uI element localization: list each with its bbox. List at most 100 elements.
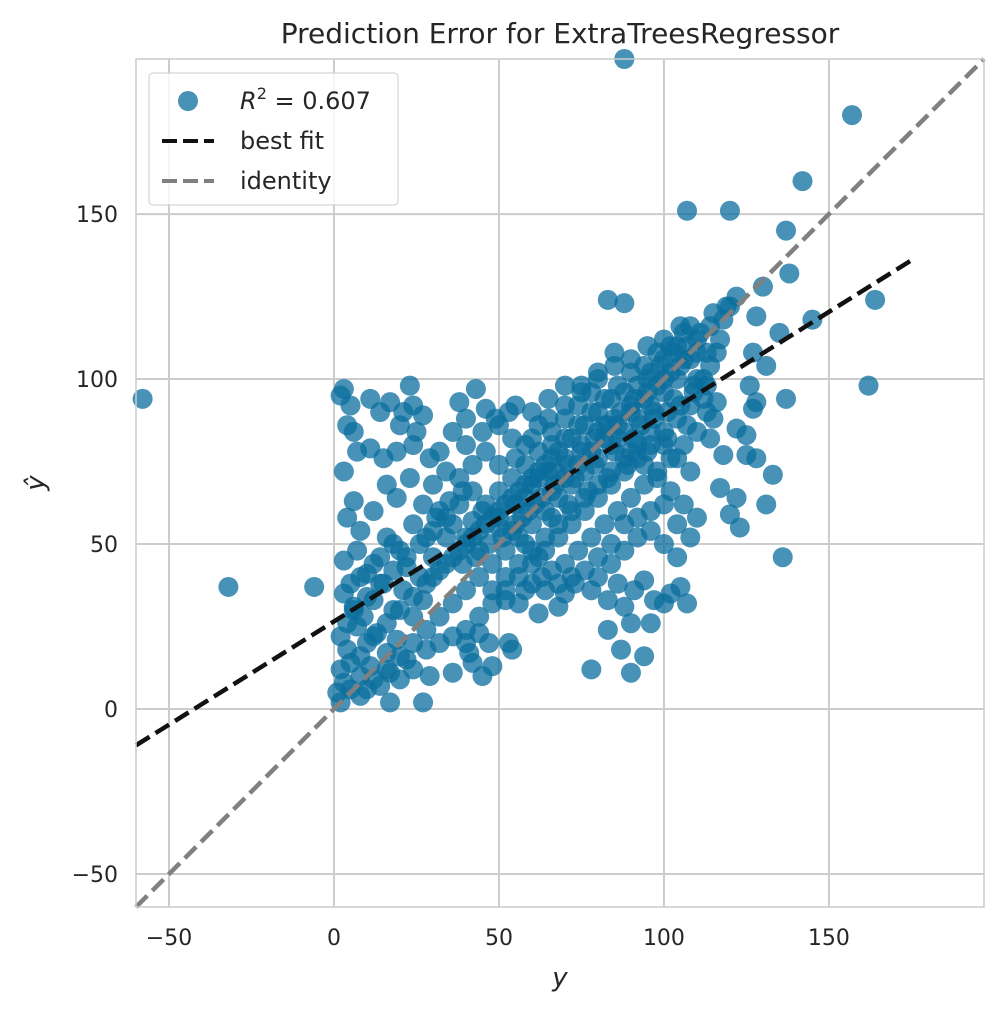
data-point <box>350 520 371 541</box>
data-point <box>607 573 628 594</box>
data-point <box>429 560 450 581</box>
data-point <box>779 263 800 284</box>
data-point <box>462 481 483 502</box>
data-point <box>340 395 361 416</box>
legend: R2 = 0.607 best fit identity <box>148 72 399 206</box>
data-point <box>683 375 704 396</box>
data-point <box>337 507 358 528</box>
data-point <box>396 547 417 568</box>
data-point <box>677 593 698 614</box>
data-point <box>677 200 698 221</box>
data-point <box>620 349 641 370</box>
data-point <box>343 421 364 442</box>
data-point <box>776 388 797 409</box>
data-point <box>505 514 526 535</box>
legend-r2-value: = 0.607 <box>267 87 371 115</box>
data-point <box>660 448 681 469</box>
y-tick-label: 150 <box>76 203 118 228</box>
y-axis-label: ŷ <box>21 475 51 492</box>
data-point <box>680 461 701 482</box>
data-point <box>479 633 500 654</box>
data-point <box>624 428 645 449</box>
data-point <box>587 362 608 383</box>
data-point <box>132 388 153 409</box>
data-point <box>333 461 354 482</box>
data-point <box>614 540 635 561</box>
data-point <box>442 421 463 442</box>
data-point <box>505 395 526 416</box>
data-point <box>686 507 707 528</box>
data-point <box>634 570 655 591</box>
data-point <box>436 507 457 528</box>
data-point <box>746 448 767 469</box>
data-point <box>617 454 638 475</box>
data-point <box>399 468 420 489</box>
identity-line <box>134 57 986 909</box>
data-point <box>776 220 797 241</box>
data-point <box>726 487 747 508</box>
data-point <box>554 375 575 396</box>
plot-frame <box>135 58 985 908</box>
data-point <box>403 586 424 607</box>
data-point <box>455 534 476 555</box>
data-point <box>383 560 404 581</box>
legend-r2-symbol: R <box>240 87 257 115</box>
data-point <box>571 375 592 396</box>
data-point <box>416 573 437 594</box>
data-point <box>442 593 463 614</box>
legend-label-best-fit: best fit <box>240 127 324 155</box>
data-point <box>746 306 767 327</box>
scatter-points <box>132 49 886 713</box>
data-point <box>347 540 368 561</box>
data-point <box>465 378 486 399</box>
data-point <box>561 428 582 449</box>
data-point <box>386 487 407 508</box>
data-point <box>363 501 384 522</box>
x-tick-label: −50 <box>146 926 192 951</box>
data-point <box>455 408 476 429</box>
data-point <box>218 576 239 597</box>
data-point <box>710 477 731 498</box>
data-point <box>719 200 740 221</box>
data-point <box>865 289 886 310</box>
data-point <box>554 395 575 416</box>
data-point <box>413 494 434 515</box>
data-point <box>620 613 641 634</box>
data-point <box>449 468 470 489</box>
data-point <box>521 428 542 449</box>
data-point <box>677 415 698 436</box>
data-point <box>508 481 529 502</box>
data-point <box>413 692 434 713</box>
data-point <box>634 646 655 667</box>
data-point <box>680 316 701 337</box>
data-point <box>521 468 542 489</box>
data-point <box>442 547 463 568</box>
data-point <box>739 375 760 396</box>
data-point <box>670 576 691 597</box>
data-point <box>667 336 688 357</box>
data-point <box>416 619 437 640</box>
data-point <box>653 494 674 515</box>
data-point <box>521 402 542 423</box>
data-point <box>528 547 549 568</box>
data-point <box>449 392 470 413</box>
data-point <box>604 342 625 363</box>
data-point <box>403 435 424 456</box>
data-point <box>376 613 397 634</box>
data-point <box>762 464 783 485</box>
data-point <box>419 666 440 687</box>
y-tick-label: 0 <box>104 698 118 723</box>
data-point <box>422 520 443 541</box>
data-point <box>482 553 503 574</box>
data-point <box>667 547 688 568</box>
data-point <box>842 105 863 126</box>
data-point <box>719 504 740 525</box>
data-point <box>752 276 773 297</box>
data-point <box>482 656 503 677</box>
data-point <box>620 487 641 508</box>
y-tick-label: 100 <box>76 368 118 393</box>
data-point <box>680 527 701 548</box>
data-point <box>640 613 661 634</box>
data-point <box>597 468 618 489</box>
data-point <box>756 355 777 376</box>
